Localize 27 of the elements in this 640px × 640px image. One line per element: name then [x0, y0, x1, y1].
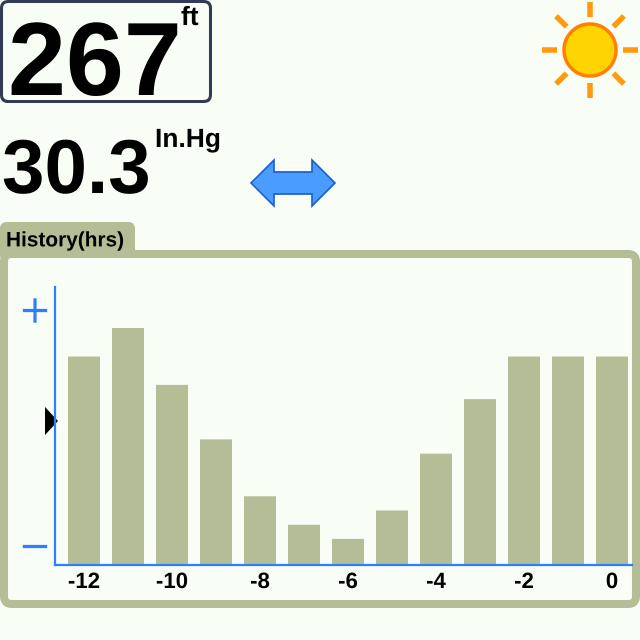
- bar: [552, 356, 584, 565]
- text: −: [22, 544, 48, 548]
- chart-title: History(hrs): [7, 231, 124, 251]
- text: +: [22, 298, 48, 323]
- text: ft: [181, 6, 198, 26]
- bar: [156, 384, 188, 565]
- x-tick-label: -6: [338, 572, 358, 588]
- x-tick-label: -2: [514, 572, 533, 588]
- bar: [288, 524, 320, 565]
- bar: [596, 356, 628, 565]
- x-tick-label: -10: [156, 572, 188, 588]
- text: In.Hg: [156, 128, 220, 153]
- bar: [68, 356, 100, 565]
- bar: [244, 496, 276, 565]
- x-tick-label: -8: [250, 572, 270, 588]
- bar: [464, 399, 496, 565]
- bar: [420, 454, 452, 565]
- text: 267: [12, 22, 178, 96]
- bar: [332, 538, 364, 565]
- bar: [112, 328, 144, 565]
- bar: [376, 510, 408, 565]
- x-tick-label: -4: [426, 572, 446, 588]
- text: 30.3: [4, 140, 148, 194]
- bar: [200, 439, 232, 565]
- bar: [508, 356, 540, 565]
- x-tick-label: 0: [606, 572, 618, 588]
- x-tick-label: -12: [68, 572, 100, 588]
